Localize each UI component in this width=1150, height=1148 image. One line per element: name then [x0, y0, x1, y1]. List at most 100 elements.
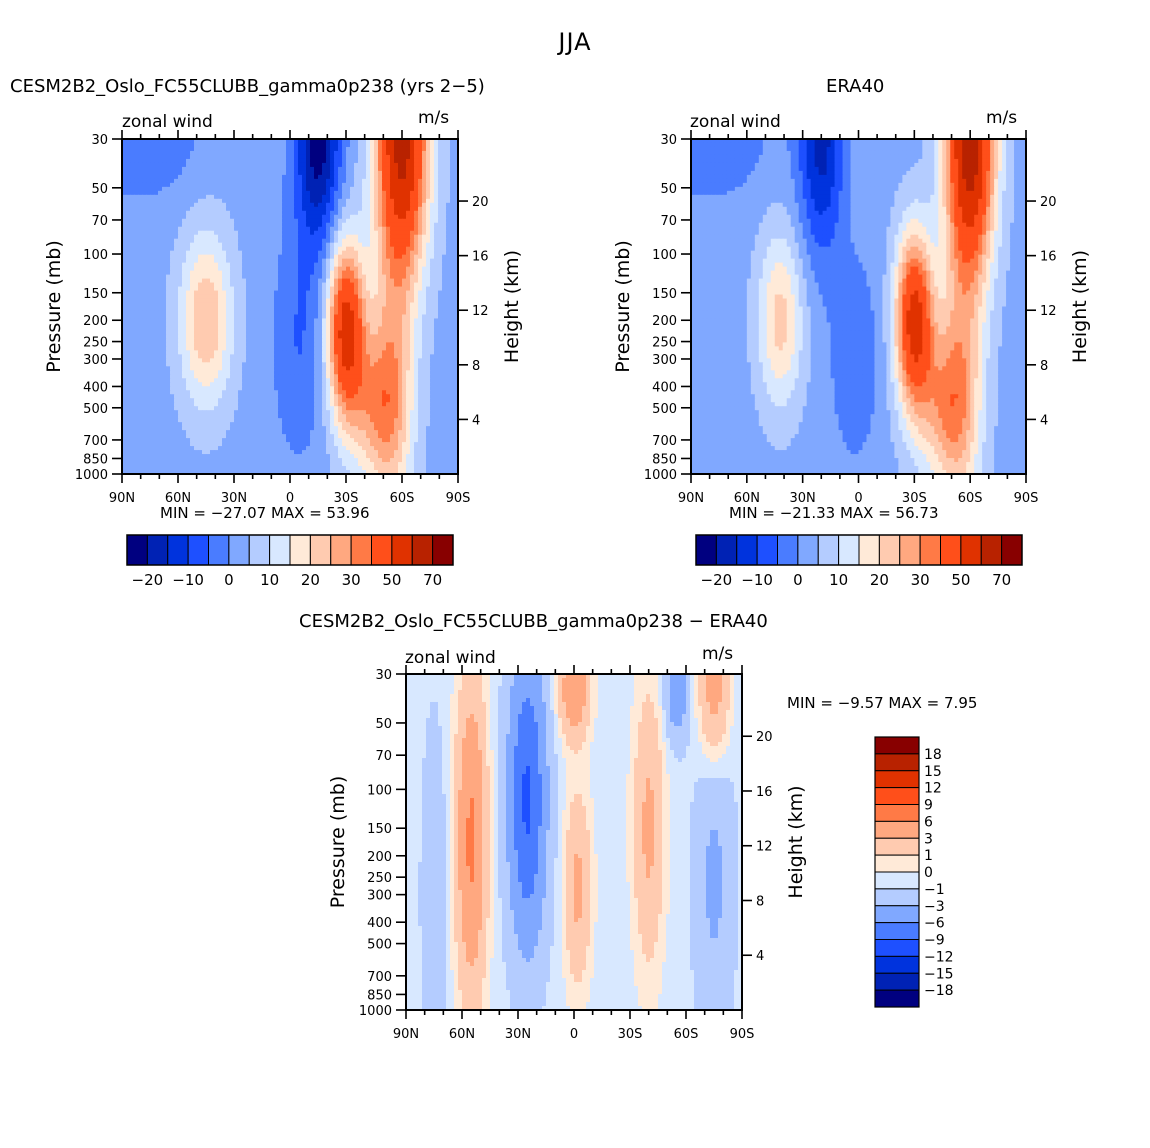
- field-cell: [170, 262, 175, 268]
- field-cell: [150, 318, 155, 324]
- field-cell: [306, 198, 311, 204]
- field-cell: [218, 146, 223, 152]
- field-cell: [270, 270, 275, 276]
- field-cell: [282, 214, 287, 220]
- field-cell: [278, 358, 283, 363]
- field-cell: [270, 302, 275, 308]
- field-cell: [198, 218, 203, 224]
- field-cell: [194, 166, 199, 172]
- field-cell: [434, 158, 439, 164]
- field-cell: [294, 250, 299, 256]
- field-cell: [266, 354, 271, 359]
- field-cell: [226, 290, 231, 296]
- field-cell: [130, 338, 135, 343]
- field-cell: [266, 258, 271, 264]
- field-cell: [326, 366, 331, 371]
- field-cell: [282, 322, 287, 328]
- field-cell: [394, 362, 399, 367]
- field-cell: [450, 146, 455, 152]
- field-cell: [254, 302, 259, 308]
- field-cell: [290, 310, 295, 316]
- field-cell: [302, 222, 307, 228]
- field-cell: [358, 174, 363, 180]
- field-cell: [306, 158, 311, 164]
- field-cell: [186, 218, 191, 224]
- field-cell: [198, 306, 203, 312]
- field-cell: [382, 210, 387, 216]
- field-cell: [354, 334, 359, 340]
- field-cell: [158, 274, 163, 280]
- field-cell: [174, 346, 179, 351]
- field-cell: [398, 298, 403, 304]
- field-cell: [234, 250, 239, 256]
- field-cell: [418, 282, 423, 288]
- field-cell: [226, 342, 231, 347]
- field-cell: [270, 346, 275, 351]
- field-cell: [250, 238, 255, 244]
- field-cell: [142, 190, 147, 196]
- field-cell: [298, 278, 303, 284]
- field-cell: [142, 238, 147, 244]
- field-cell: [254, 346, 259, 351]
- field-cell: [370, 366, 375, 371]
- field-cell: [246, 246, 251, 252]
- field-cell: [234, 354, 239, 359]
- field-cell: [406, 326, 411, 332]
- field-cell: [246, 158, 251, 164]
- field-cell: [238, 158, 243, 164]
- field-cell: [222, 314, 227, 320]
- field-cell: [194, 278, 199, 284]
- field-cell: [186, 210, 191, 216]
- field-cell: [326, 234, 331, 240]
- field-cell: [374, 250, 379, 256]
- field-cell: [414, 166, 419, 172]
- field-cell: [382, 254, 387, 260]
- field-cell: [174, 234, 179, 240]
- field-cell: [426, 222, 431, 228]
- field-cell: [242, 230, 247, 236]
- field-cell: [338, 362, 343, 367]
- field-cell: [366, 202, 371, 208]
- field-cell: [182, 214, 187, 220]
- field-cell: [266, 222, 271, 228]
- field-cell: [330, 262, 335, 268]
- field-cell: [286, 370, 291, 375]
- field-cell: [406, 314, 411, 320]
- field-cell: [258, 198, 263, 204]
- field-cell: [438, 210, 443, 216]
- field-cell: [354, 306, 359, 312]
- field-cell: [298, 290, 303, 296]
- field-cell: [434, 166, 439, 172]
- field-cell: [438, 202, 443, 208]
- field-cell: [238, 194, 243, 200]
- field-cell: [422, 366, 427, 371]
- field-cell: [342, 338, 347, 343]
- field-cell: [426, 370, 431, 375]
- field-cell: [210, 214, 215, 220]
- field-cell: [162, 182, 167, 188]
- field-cell: [402, 330, 407, 336]
- field-cell: [378, 162, 383, 168]
- field-cell: [202, 206, 207, 212]
- field-cell: [206, 178, 211, 184]
- field-cell: [182, 366, 187, 371]
- field-cell: [226, 270, 231, 276]
- field-cell: [314, 318, 319, 324]
- field-cell: [186, 342, 191, 347]
- field-cell: [282, 242, 287, 248]
- field-cell: [178, 318, 183, 324]
- field-cell: [134, 374, 139, 379]
- field-cell: [258, 254, 263, 260]
- field-cell: [142, 278, 147, 284]
- field-cell: [338, 266, 343, 272]
- field-cell: [322, 314, 327, 320]
- field-cell: [378, 190, 383, 196]
- field-cell: [170, 198, 175, 204]
- field-cell: [298, 226, 303, 232]
- field-cell: [342, 158, 347, 164]
- field-cell: [406, 150, 411, 156]
- field-cell: [142, 150, 147, 156]
- field-cell: [218, 226, 223, 232]
- field-cell: [366, 226, 371, 232]
- field-cell: [414, 139, 419, 144]
